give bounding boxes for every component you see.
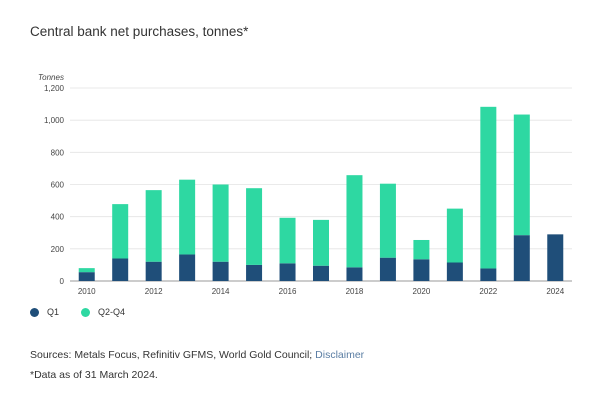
bar-q2-q4-2021: [446, 208, 463, 263]
chart-legend: Q1 Q2-Q4: [30, 307, 147, 317]
bar-q2-q4-2015: [246, 188, 263, 265]
x-tick-label: 2014: [212, 287, 230, 296]
bar-q2-q4-2022: [480, 106, 497, 269]
x-tick-label: 2018: [346, 287, 364, 296]
x-tick-label: 2020: [413, 287, 431, 296]
legend-item-q1: Q1: [30, 307, 59, 317]
x-tick-label: 2016: [279, 287, 297, 296]
bar-q1-2017: [313, 265, 329, 281]
x-tick-label: 2010: [78, 287, 96, 296]
sources-text: Sources: Metals Focus, Refinitiv GFMS, W…: [30, 349, 313, 361]
bar-q2-q4-2017: [313, 219, 329, 266]
y-tick-label: 1,000: [44, 116, 65, 125]
bar-q2-q4-2012: [145, 190, 162, 262]
bar-q1-2013: [179, 254, 196, 281]
disclaimer-link[interactable]: Disclaimer: [315, 349, 365, 361]
legend-item-q2-q4: Q2-Q4: [81, 307, 125, 317]
x-tick-label: 2012: [145, 287, 163, 296]
bar-q2-q4-2018: [346, 175, 363, 268]
bar-q1-2015: [246, 264, 263, 281]
y-axis-unit-label: Tonnes: [38, 73, 64, 82]
data-footnote: *Data as of 31 March 2024.: [30, 369, 158, 381]
y-tick-label: 1,200: [44, 84, 65, 93]
y-tick-label: 600: [51, 181, 65, 190]
bar-q2-q4-2011: [112, 204, 129, 259]
legend-label-q1: Q1: [47, 307, 60, 317]
bar-q1-2020: [413, 259, 430, 281]
bar-q1-2014: [212, 261, 229, 281]
bar-q1-2023: [513, 235, 530, 281]
bar-q1-2024: [547, 234, 564, 281]
bar-q2-q4-2014: [212, 184, 229, 262]
legend-label-q2-q4: Q2-Q4: [98, 307, 126, 317]
y-tick-label: 400: [51, 213, 65, 222]
y-tick-label: 200: [51, 245, 65, 254]
bars: [78, 106, 564, 281]
chart-title: Central bank net purchases, tonnes*: [30, 24, 249, 39]
bar-q2-q4-2019: [379, 183, 396, 258]
bar-q2-q4-2016: [279, 217, 296, 264]
legend-swatch-q2-q4: [81, 307, 91, 317]
bar-q2-q4-2020: [413, 239, 430, 260]
y-axis-ticks: 0 200 400 600 800 1,000 1,200: [44, 84, 65, 286]
bar-q1-2012: [145, 261, 162, 281]
legend-swatch-q1: [30, 307, 39, 317]
bar-q1-2016: [279, 263, 296, 281]
bar-q1-2021: [446, 262, 463, 281]
y-tick-label: 800: [51, 148, 65, 157]
bar-q1-2011: [112, 258, 129, 281]
bar-q2-q4-2013: [179, 179, 196, 255]
y-tick-label: 0: [60, 277, 65, 286]
bar-q1-2019: [379, 257, 396, 281]
bar-q1-2022: [480, 268, 497, 281]
bar-q2-q4-2010: [78, 268, 95, 273]
bar-q1-2010: [78, 272, 95, 281]
x-tick-label: 2024: [546, 287, 564, 296]
bar-q1-2018: [346, 267, 363, 281]
bar-q2-q4-2023: [513, 114, 530, 236]
x-tick-label: 2022: [479, 287, 497, 296]
x-axis-ticks: 2010 2012 2014 2016 2018 2020 2022 2024: [78, 287, 565, 296]
sources-note: Sources: Metals Focus, Refinitiv GFMS, W…: [30, 349, 364, 361]
